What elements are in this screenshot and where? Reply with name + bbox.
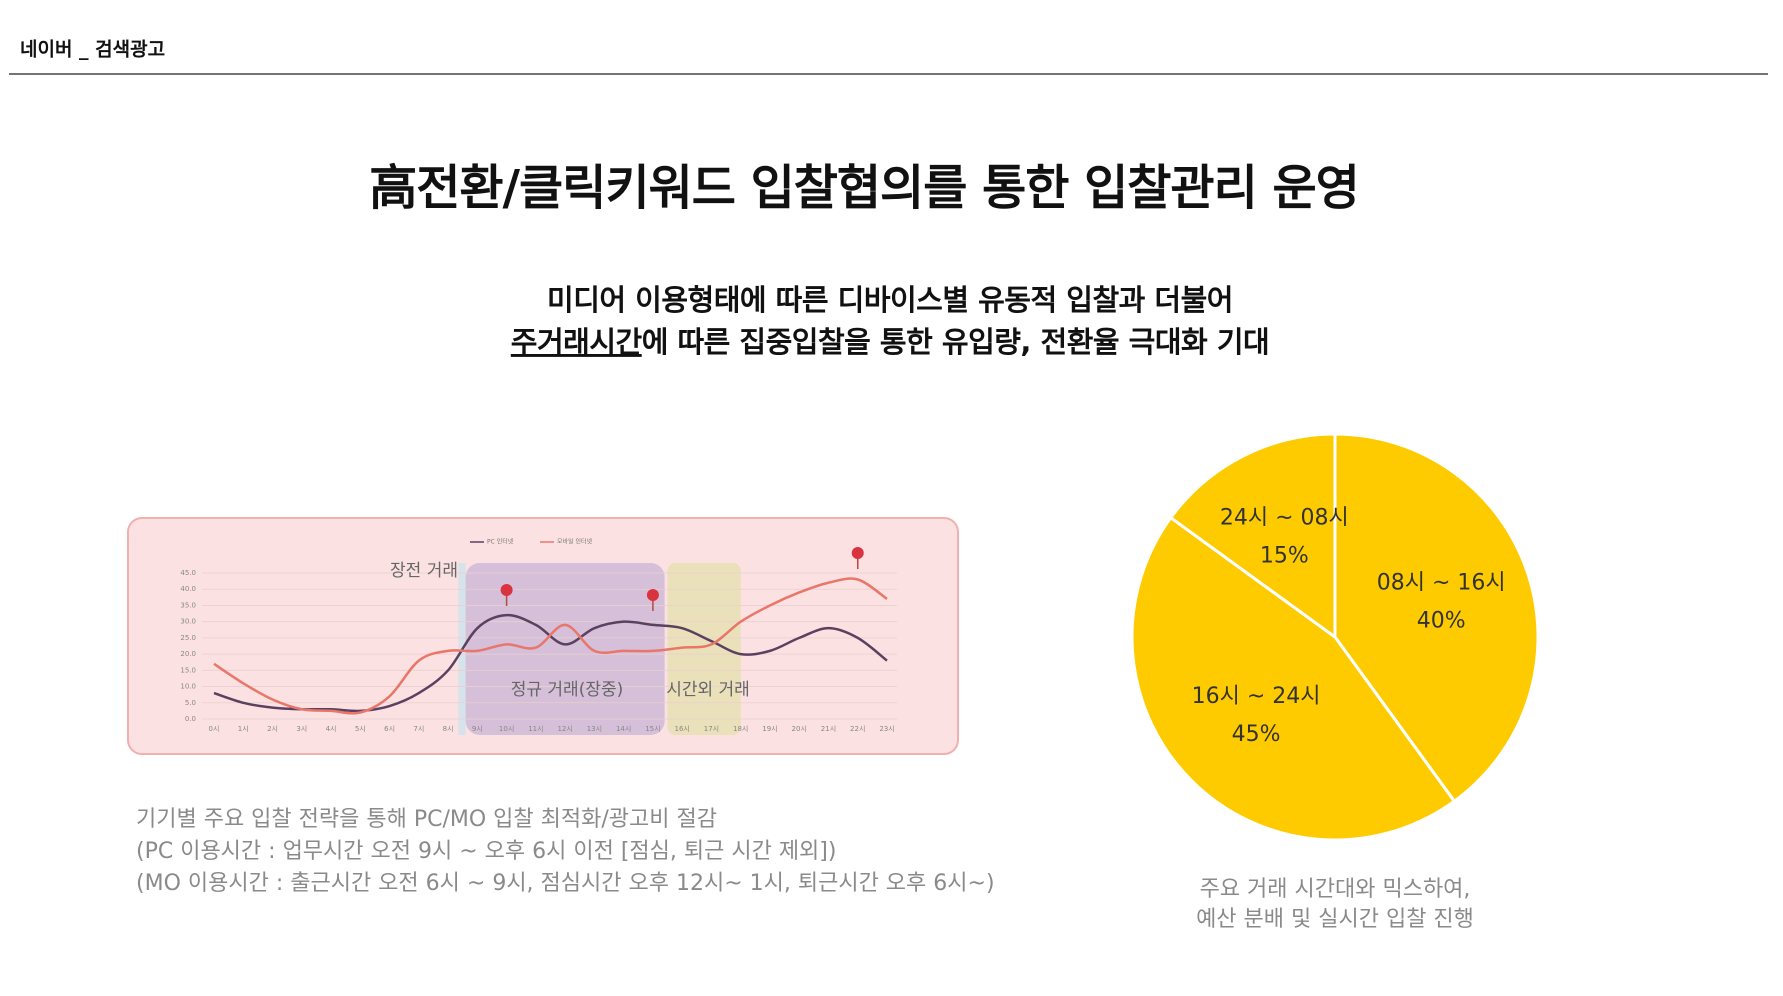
x-tick-label: 5시 (355, 725, 366, 733)
y-tick-label: 45.0 (180, 569, 196, 577)
subtitle: 주거래시간에 따른 집중입찰을 통한 유입량, 전환율 극대화 기대 (511, 325, 1269, 359)
x-tick-label: 0시 (209, 725, 220, 733)
caption: (MO 이용시간 : 출근시간 오전 6시 ~ 9시, 점심시간 오후 12시~… (136, 871, 995, 896)
subtitle-underlined: 주거래시간 (511, 325, 643, 359)
pin-head (851, 547, 864, 559)
page-title: 高전환/클릭키워드 입찰협의를 통한 입찰관리 운영 (369, 160, 1359, 216)
pie-slice (1333, 432, 1540, 804)
slice-value: 40% (1417, 608, 1466, 633)
x-tick-label: 11시 (528, 725, 543, 733)
y-tick-label: 20.0 (180, 650, 196, 658)
header-title: 네이버 _ 검색광고 (20, 39, 165, 61)
slice-label: 24시 ~ 08시 (1220, 506, 1349, 531)
x-tick-label: 13시 (587, 725, 602, 733)
y-tick-label: 25.0 (180, 634, 196, 642)
session-label: 시간외 거래 (666, 680, 750, 700)
x-tick-label: 8시 (443, 725, 454, 733)
x-tick-label: 10시 (499, 725, 514, 733)
charts: 0.0 5.0 10.0 15.0 20.0 25.0 30.0 35.0 40.0 45.0 0시… (180, 432, 1540, 842)
subtitle-rest: 에 따른 집중입찰을 통한 유입량, 전환율 극대화 기대 (642, 325, 1269, 359)
caption: (PC 이용시간 : 업무시간 오전 9시 ~ 오후 6시 이전 [점심, 퇴근… (136, 839, 836, 864)
y-tick-label: 30.0 (180, 618, 196, 626)
slice-value: 15% (1260, 544, 1309, 569)
x-tick-label: 9시 (472, 725, 483, 733)
x-tick-label: 4시 (326, 725, 337, 733)
x-tick-label: 7시 (413, 725, 424, 733)
legend-label: 모바일 인터넷 (557, 538, 593, 546)
x-tick-label: 12시 (557, 725, 572, 733)
caption: 주요 거래 시간대와 믹스하여, (1200, 877, 1471, 902)
x-tick-label: 6시 (384, 725, 395, 733)
slice-label: 16시 ~ 24시 (1192, 684, 1321, 709)
pie-slice (1168, 432, 1337, 640)
x-tick-label: 2시 (267, 725, 278, 733)
x-tick-label: 1시 (238, 725, 249, 733)
session-label: 정규 거래(장중) (511, 680, 624, 700)
slice-value: 45% (1232, 722, 1281, 747)
pie-slice (1130, 515, 1457, 842)
session-band (667, 563, 741, 735)
session-label: 장전 거래 (390, 561, 458, 581)
x-tick-label: 21시 (821, 725, 836, 733)
x-tick-label: 14시 (616, 725, 631, 733)
x-tick-label: 18시 (733, 725, 748, 733)
x-tick-label: 20시 (792, 725, 807, 733)
y-tick-label: 35.0 (180, 601, 196, 609)
y-tick-label: 0.0 (185, 715, 196, 723)
x-tick-label: 22시 (850, 725, 865, 733)
x-tick-label: 3시 (296, 725, 307, 733)
series-line (213, 577, 888, 715)
x-tick-label: 17시 (704, 725, 719, 733)
slice-label: 08시 ~ 16시 (1377, 570, 1506, 595)
subtitle: 미디어 이용형태에 따른 디바이스별 유동적 입찰과 더불어 (547, 283, 1233, 317)
y-tick-label: 10.0 (180, 683, 196, 691)
x-tick-label: 15시 (645, 725, 660, 733)
caption: 예산 분배 및 실시간 입찰 진행 (1196, 907, 1474, 932)
x-tick-label: 19시 (762, 725, 777, 733)
y-tick-label: 40.0 (180, 585, 196, 593)
pin-head (500, 584, 513, 596)
session-band (465, 563, 665, 735)
caption: 기기별 주요 입찰 전략을 통해 PC/MO 입찰 최적화/광고비 절감 (136, 807, 717, 832)
x-tick-label: 23시 (879, 725, 894, 733)
x-tick-label: 16시 (674, 725, 689, 733)
legend-label: PC 인터넷 (487, 538, 514, 546)
y-tick-label: 15.0 (180, 666, 196, 674)
pin-head (646, 589, 659, 601)
y-tick-label: 5.0 (185, 699, 196, 707)
